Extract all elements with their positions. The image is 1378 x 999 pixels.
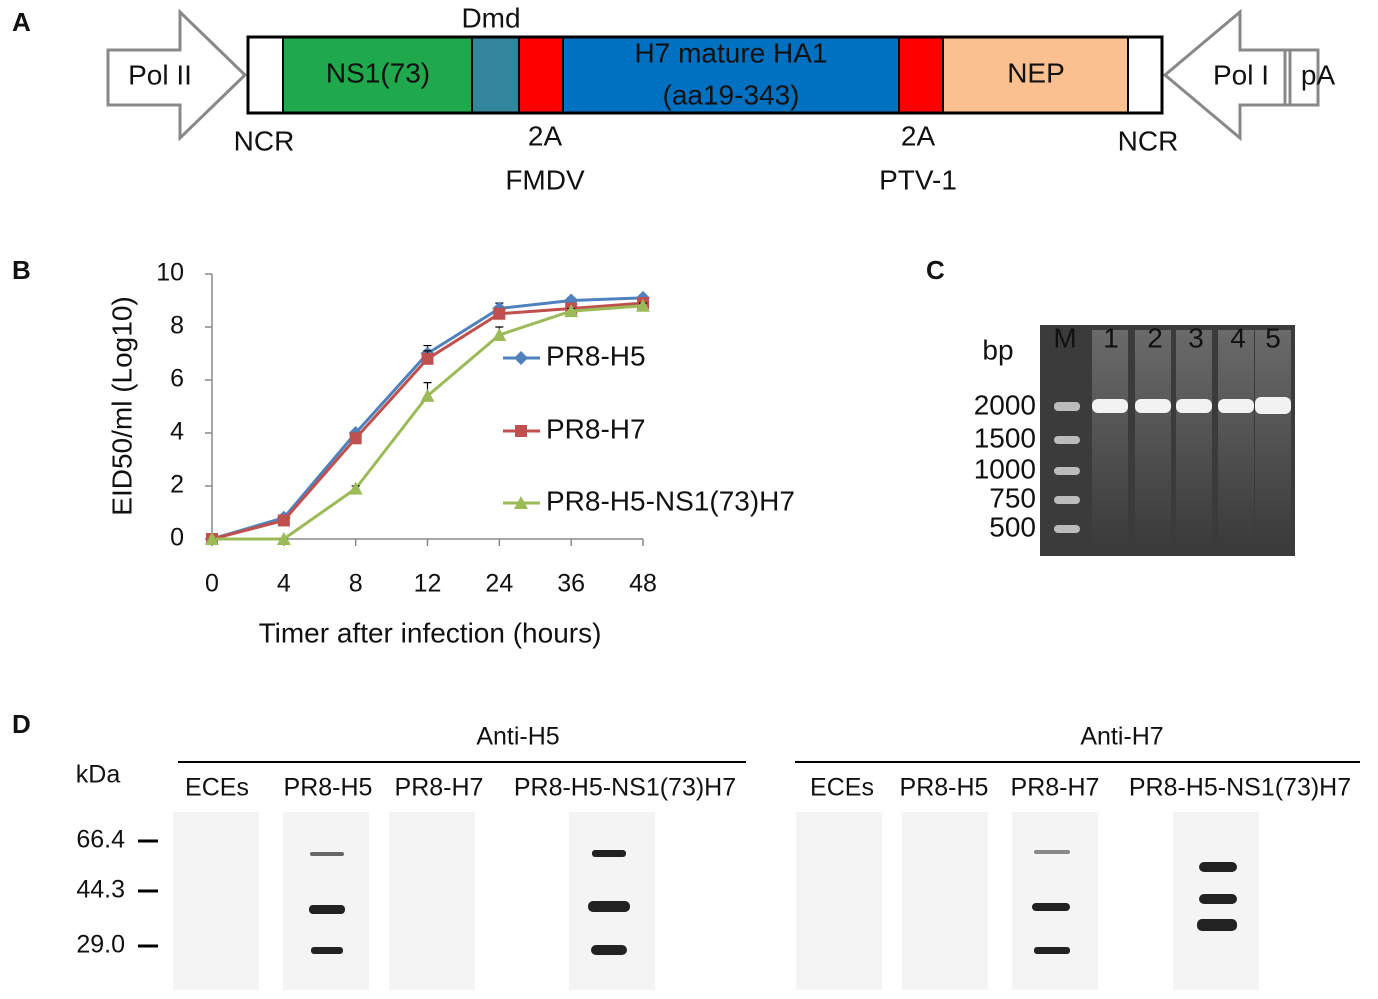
- ha1-segment: [563, 37, 899, 113]
- x-axis-label: Timer after infection (hours): [259, 617, 602, 648]
- label: 2A: [901, 120, 936, 151]
- y-tick-label: 6: [170, 365, 184, 393]
- size-label: 500: [989, 511, 1036, 542]
- lane-label: ECEs: [185, 774, 249, 802]
- label: NS1(73): [326, 57, 430, 88]
- blot-bands: [309, 850, 1237, 955]
- x-tick-label: 12: [414, 570, 442, 598]
- label: NCR: [1118, 125, 1179, 156]
- panel-label: D: [12, 709, 31, 739]
- point: [277, 514, 290, 527]
- label: Pol I: [1213, 59, 1269, 90]
- label: NCR: [234, 125, 295, 156]
- lane-label: PR8-H5: [284, 774, 373, 802]
- lane-label: 3: [1188, 322, 1204, 353]
- lane-label: PR8-H7: [395, 774, 484, 802]
- point: [421, 352, 434, 365]
- size-label: 750: [989, 482, 1036, 513]
- ladder-bands: [1054, 402, 1080, 533]
- western-blot: kDa 66.4 44.3 29.0 Anti-H5 ECEs PR8-H5 PR8-H7 P…: [76, 723, 1360, 990]
- marker-label: 66.4: [76, 826, 125, 854]
- lane-label: PR8-H7: [1011, 774, 1100, 802]
- group-title: Anti-H7: [1080, 723, 1163, 751]
- growth-chart: EID50/ml (Log10) Timer after infection (…: [106, 259, 795, 649]
- label: Dmd: [461, 2, 520, 33]
- unit-label: bp: [982, 334, 1013, 365]
- point: [205, 532, 219, 545]
- size-label: 1500: [974, 422, 1036, 453]
- label: 2A: [528, 120, 563, 151]
- label: PTV-1: [879, 164, 957, 195]
- legend-marker: [514, 496, 528, 509]
- legend-marker: [515, 425, 527, 437]
- point: [420, 388, 435, 402]
- y-tick-label: 10: [156, 259, 184, 287]
- group-title: Anti-H5: [476, 723, 559, 751]
- size-label: 2000: [974, 389, 1036, 420]
- ns1-segment: [283, 37, 472, 113]
- construct-diagram: Pol II NS1(73) Dmd H7 mature HA1 (aa19-3…: [106, 2, 1336, 195]
- lane-label: PR8-H5: [900, 774, 989, 802]
- point: [636, 298, 650, 312]
- lane-label: PR8-H5-NS1(73)H7: [514, 774, 736, 802]
- lane-label: M: [1053, 322, 1076, 353]
- ncr-segment: [1128, 37, 1162, 113]
- x-tick-label: 36: [557, 570, 585, 598]
- panel-label: A: [12, 7, 31, 37]
- point: [349, 432, 362, 445]
- segment-borders: [282, 37, 1129, 113]
- blot-strips: [173, 812, 1259, 990]
- label: Pol II: [128, 59, 192, 90]
- promoter-arrow: [1162, 8, 1287, 142]
- dmd-segment: [472, 37, 519, 113]
- lane-smears: [1092, 330, 1291, 550]
- panel-label: B: [12, 255, 31, 285]
- 2a-segment: [519, 37, 563, 113]
- lane-label: 2: [1147, 322, 1163, 353]
- legend-marker: [514, 351, 528, 365]
- product-bands: [1092, 397, 1291, 414]
- x-tick-label: 24: [485, 570, 513, 598]
- point: [276, 532, 291, 545]
- x-tick-label: 0: [205, 570, 219, 598]
- size-label: 1000: [974, 453, 1036, 484]
- point: [564, 304, 579, 318]
- label: (aa19-343): [663, 79, 800, 110]
- promoter-arrow: [106, 8, 248, 142]
- y-tick-label: 2: [170, 471, 184, 499]
- y-tick-label: 0: [170, 524, 184, 552]
- x-tick-label: 48: [629, 570, 657, 598]
- point: [492, 327, 507, 341]
- legend-label: PR8-H5: [546, 340, 646, 371]
- label: FMDV: [505, 164, 585, 195]
- lane-label: ECEs: [810, 774, 874, 802]
- y-axis-label: EID50/ml (Log10): [106, 296, 137, 515]
- lane-label: 4: [1230, 322, 1246, 353]
- panel-label: C: [926, 255, 945, 285]
- x-tick-label: 4: [277, 570, 291, 598]
- lane-label: 5: [1265, 322, 1281, 353]
- label: NEP: [1007, 57, 1065, 88]
- lane-label: 1: [1103, 322, 1119, 353]
- point: [348, 481, 363, 495]
- marker-label: 44.3: [76, 876, 125, 904]
- legend-label: PR8-H7: [546, 413, 646, 444]
- y-tick-label: 4: [170, 418, 184, 446]
- x-tick-label: 8: [349, 570, 363, 598]
- 2a-segment: [899, 37, 943, 113]
- label: pA: [1301, 59, 1336, 90]
- marker-label: 29.0: [76, 931, 125, 959]
- construct-outline: [246, 35, 1164, 115]
- lane-label: PR8-H5-NS1(73)H7: [1129, 774, 1351, 802]
- ncr-segment: [248, 37, 283, 113]
- label: H7 mature HA1: [635, 37, 828, 68]
- point: [493, 307, 506, 320]
- legend-label: PR8-H5-NS1(73)H7: [546, 485, 795, 516]
- unit-label: kDa: [76, 761, 121, 789]
- y-tick-label: 8: [170, 312, 184, 340]
- nep-segment: [943, 37, 1128, 113]
